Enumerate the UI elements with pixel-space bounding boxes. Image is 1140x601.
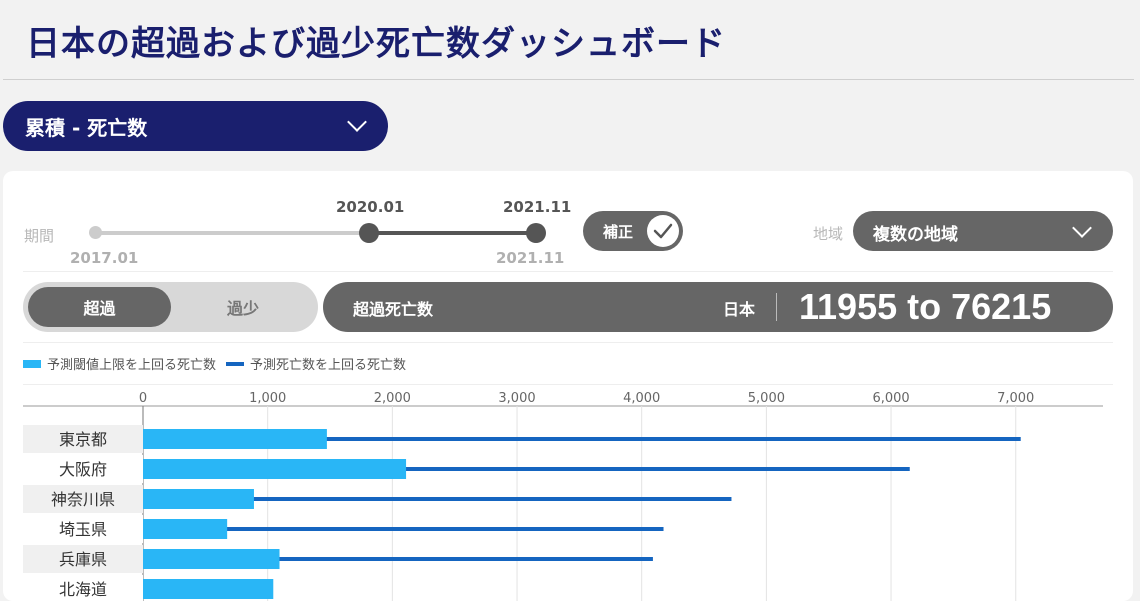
period-end-handle[interactable] (526, 223, 546, 243)
x-tick-label: 2,000 (374, 391, 411, 406)
x-tick-label: 7,000 (997, 391, 1034, 406)
legend-item-expected: 予測死亡数を上回る死亡数 (226, 354, 406, 373)
bar-threshold (143, 579, 274, 599)
summary-label: 超過死亡数 (353, 300, 434, 319)
checkmark-icon (647, 215, 679, 247)
period-min-label: 2017.01 (70, 249, 139, 267)
category-band (23, 455, 143, 483)
category-label: 大阪府 (59, 460, 107, 479)
bar-threshold (143, 459, 407, 479)
period-slider-range (368, 231, 536, 235)
adjust-toggle-label: 補正 (603, 223, 634, 241)
metric-dropdown-value: 累積 - 死亡数 (25, 115, 148, 140)
period-slider-track[interactable] (96, 231, 536, 235)
category-label: 兵庫県 (59, 550, 107, 569)
summary-bar: 超過死亡数 日本 11955 to 76215 (323, 282, 1113, 332)
bar-chart: 0 1,000 2,000 3,000 4,000 5,000 6,000 7,000 東京都大… (23, 391, 1103, 601)
legend-item-threshold: 予測閾値上限を上回る死亡数 (23, 354, 216, 373)
x-tick-label: 4,000 (623, 391, 660, 406)
legend-swatch (226, 361, 245, 366)
bar-threshold (143, 519, 228, 539)
period-start-handle[interactable] (358, 223, 379, 243)
region-dropdown[interactable]: 複数の地域 (853, 211, 1113, 251)
category-label: 埼玉県 (59, 520, 107, 539)
category-band (23, 425, 143, 453)
metric-dropdown[interactable]: 累積 - 死亡数 (3, 101, 388, 151)
bar-threshold (143, 429, 327, 449)
chevron-down-icon (1072, 218, 1092, 238)
summary-value: 11955 to 76215 (799, 286, 1052, 327)
chevron-down-icon (347, 112, 367, 132)
category-label: 東京都 (59, 430, 107, 449)
category-band (23, 545, 143, 573)
legend-swatch (23, 359, 41, 368)
dashboard-panel: 期間 2017.01 2021.11 2020.01 2021.11 補正 地域… (3, 171, 1133, 601)
x-tick-label: 6,000 (872, 391, 909, 406)
region-label: 地域 (813, 225, 844, 243)
bar-threshold (143, 549, 280, 569)
category-band (23, 515, 143, 543)
category-label: 北海道 (59, 580, 107, 599)
period-max-label: 2021.11 (496, 249, 565, 267)
period-start-value: 2020.01 (336, 198, 405, 216)
x-tick-label: 0 (139, 391, 147, 406)
region-dropdown-value: 複数の地域 (873, 225, 958, 245)
divider (23, 271, 1113, 272)
divider (23, 384, 1113, 385)
x-tick-label: 5,000 (748, 391, 785, 406)
bar-threshold (143, 489, 254, 509)
category-label: 神奈川県 (51, 490, 115, 509)
x-tick-label: 3,000 (498, 391, 535, 406)
page-title: 日本の超過および過少死亡数ダッシュボード (26, 24, 726, 64)
mode-segmented-control: 超過 過少 (23, 282, 318, 332)
mode-option-deficit[interactable]: 過少 (226, 299, 259, 318)
period-min-marker (89, 226, 102, 239)
divider (23, 342, 1113, 343)
summary-separator (776, 293, 777, 321)
mode-option-excess[interactable]: 超過 (28, 287, 171, 327)
period-end-value: 2021.11 (503, 198, 572, 216)
period-label: 期間 (24, 227, 55, 245)
adjust-toggle[interactable]: 補正 (583, 211, 683, 251)
chart-legend: 予測閾値上限を上回る死亡数 予測死亡数を上回る死亡数 (23, 354, 416, 373)
header-divider (3, 79, 1134, 80)
category-band (23, 485, 143, 513)
legend-label: 予測閾値上限を上回る死亡数 (47, 358, 217, 373)
legend-label: 予測死亡数を上回る死亡数 (250, 358, 407, 373)
summary-region: 日本 (723, 300, 756, 319)
x-tick-label: 1,000 (249, 391, 286, 406)
